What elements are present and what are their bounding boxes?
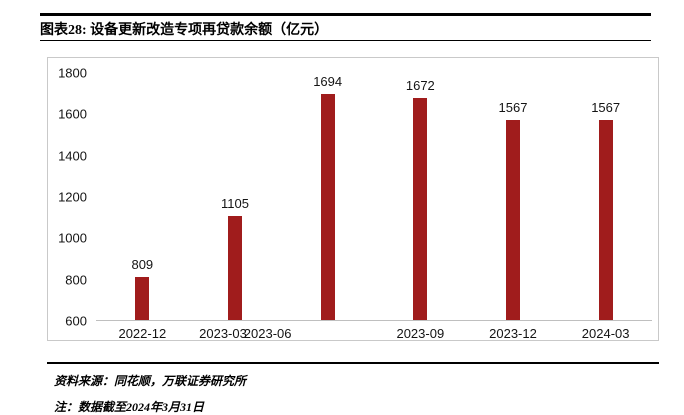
header-top-rule [40,13,651,16]
bar-chart: 600 800 1000 1200 1400 1600 1800 809 2022-12 1105… [47,57,659,341]
x-tick-label: 2024-03 [581,326,630,341]
y-tick-label: 1200 [58,189,87,205]
bar [228,215,242,320]
bar-value-label: 1694 [313,73,343,89]
x-tick-label: 2022-12 [118,326,167,341]
footer-rule [47,362,659,364]
x-tick-label: 2023-03 [199,326,247,341]
y-tick-label: 600 [65,313,87,329]
y-tick-label: 1000 [58,230,87,246]
page-title: 图表28: 设备更新改造专项再贷款余额（亿元） [40,23,329,38]
bar-value-label: 1567 [591,100,621,116]
x-tick-label: 2023-06 [243,326,292,341]
bar-value-label: 1567 [498,100,528,116]
y-tick-label: 1600 [58,106,87,122]
bar-value-label: 809 [131,256,154,272]
bar [598,120,613,320]
bar-value-label: 1672 [405,78,435,94]
bar [413,98,428,320]
y-tick-label: 1800 [58,65,87,81]
bar-value-label: 1105 [221,195,249,211]
x-tick-label: 2023-12 [489,326,537,341]
x-tick-label: 2023-09 [396,326,445,341]
plot-area: 600 800 1000 1200 1400 1600 1800 809 2022-12 1105… [58,66,652,341]
x-axis-line [96,320,652,321]
bar [506,120,520,320]
y-tick-label: 800 [65,272,87,288]
y-tick-label: 1400 [58,148,87,164]
bar [135,276,150,320]
header-bottom-rule [40,40,651,41]
source-text: 资料来源：同花顺，万联证券研究所 [54,374,247,388]
bar [320,93,335,320]
